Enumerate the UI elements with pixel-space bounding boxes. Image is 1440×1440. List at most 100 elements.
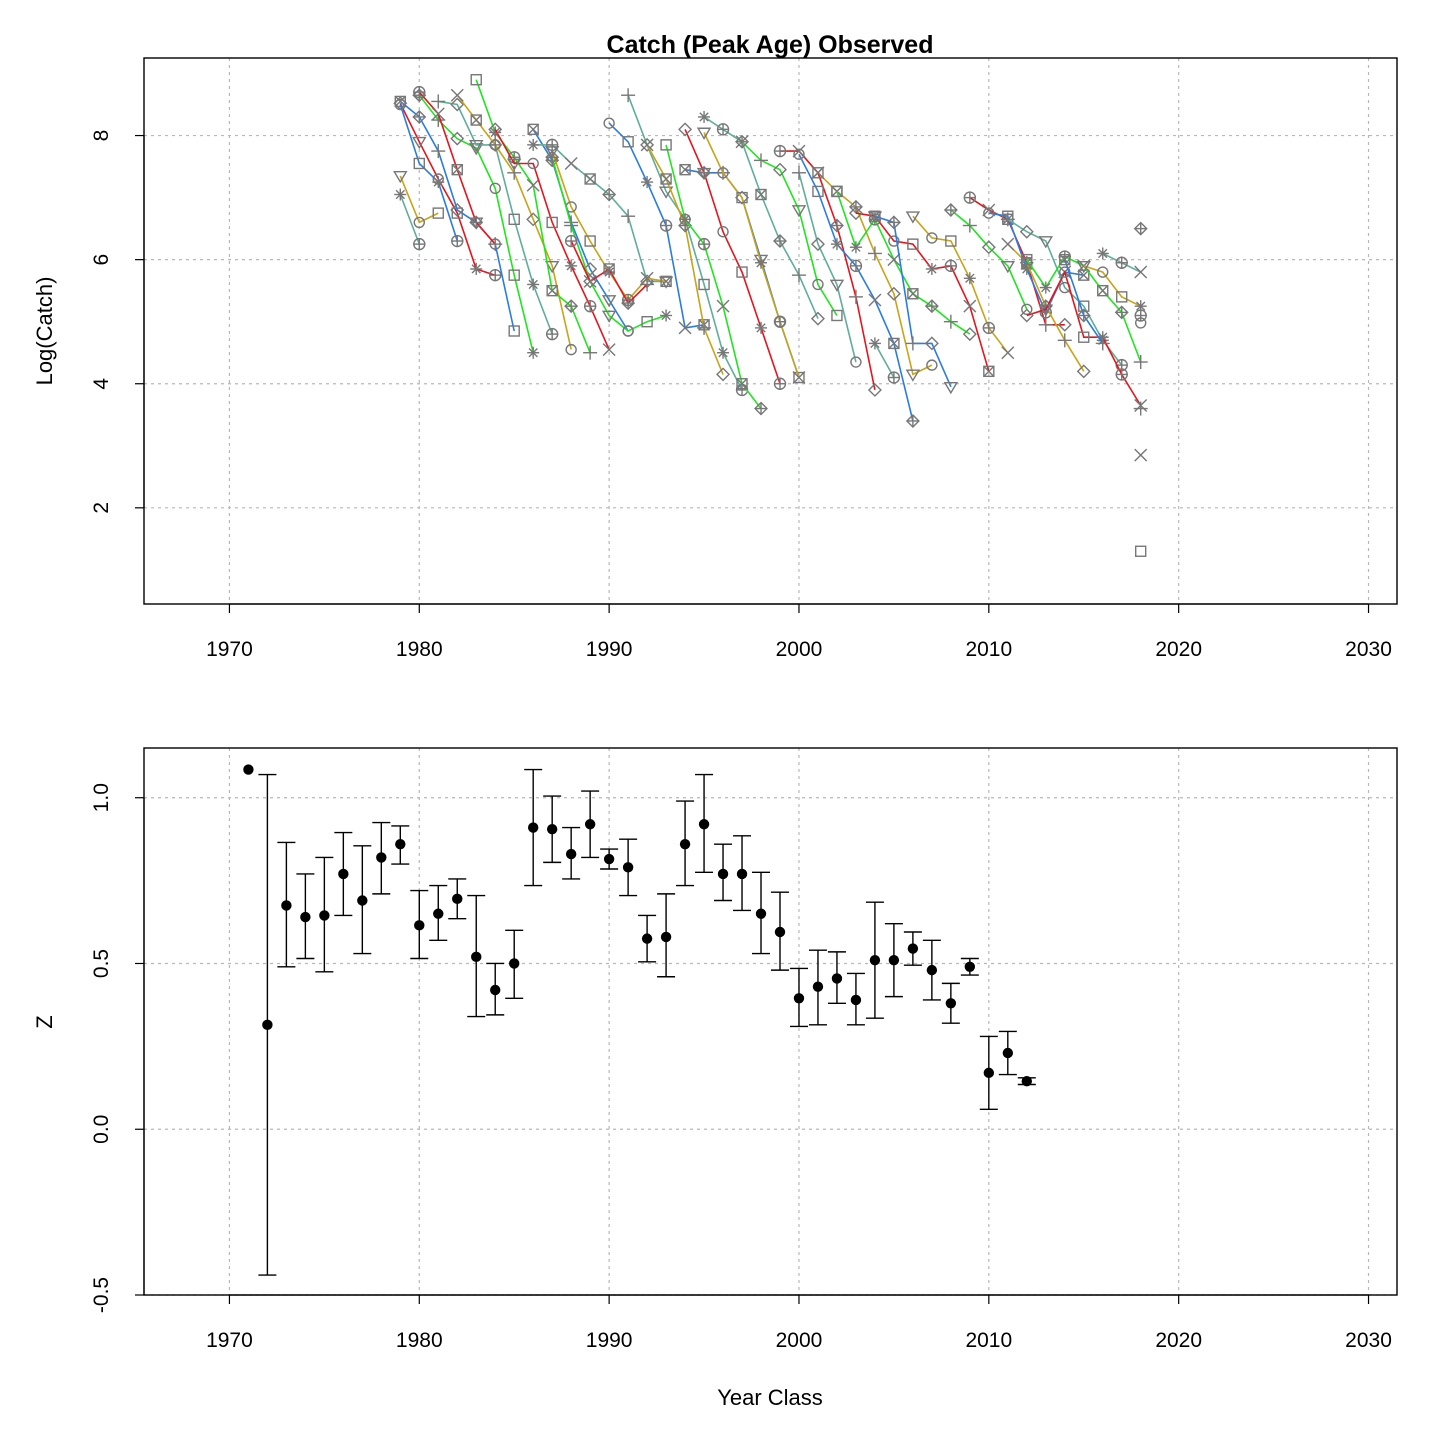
data-point <box>660 173 672 185</box>
z-point <box>979 1035 998 1111</box>
data-point <box>583 345 598 360</box>
marker-part <box>829 279 845 292</box>
point-marker <box>433 908 444 919</box>
x-tick-label: 1980 <box>396 638 443 661</box>
data-point <box>982 321 996 335</box>
data-point <box>412 136 427 150</box>
data-point <box>660 139 672 151</box>
z-panel: Z Year Class 1970 1980 1990 2000 2010 2020 203… <box>32 747 1398 1410</box>
x-tick-label: 2020 <box>1155 1329 1202 1352</box>
data-point <box>1115 256 1128 269</box>
series-14 <box>545 150 673 337</box>
marker-part <box>717 167 729 179</box>
marker-part <box>1059 253 1071 266</box>
data-point <box>907 288 919 300</box>
z-point <box>903 931 922 966</box>
point-marker <box>319 910 330 921</box>
z-point <box>960 957 979 976</box>
data-point <box>584 235 596 247</box>
z-point <box>846 972 865 1026</box>
z-point <box>808 949 827 1026</box>
data-point <box>962 218 977 233</box>
data-point <box>1133 355 1148 370</box>
data-point <box>1115 368 1128 381</box>
data-point <box>546 216 558 229</box>
marker-part <box>622 325 634 337</box>
data-point <box>602 187 617 202</box>
marker-part <box>603 117 615 129</box>
marker-part <box>1059 254 1071 266</box>
series-38 <box>1001 237 1091 379</box>
series-11 <box>527 123 634 337</box>
point-marker <box>395 838 406 850</box>
series-15 <box>564 234 655 311</box>
marker-part <box>848 206 863 221</box>
series-line <box>475 79 591 354</box>
series-31 <box>869 210 959 395</box>
data-point <box>508 325 520 337</box>
data-point <box>886 286 901 301</box>
x-tick-label: 2030 <box>1345 1329 1392 1352</box>
marker-part <box>527 157 539 170</box>
point-marker <box>812 981 824 992</box>
data-point <box>755 188 767 201</box>
point-marker <box>490 984 501 996</box>
data-point <box>678 321 692 335</box>
data-point <box>584 173 596 185</box>
data-point <box>698 278 710 291</box>
data-point <box>831 185 843 198</box>
data-point <box>603 117 615 129</box>
data-point <box>943 381 959 395</box>
marker-part <box>1116 291 1128 303</box>
data-point <box>470 262 483 275</box>
data-point <box>1134 309 1147 322</box>
point-marker <box>584 819 596 830</box>
data-point <box>622 136 634 148</box>
data-point <box>1021 253 1033 266</box>
marker-part <box>905 369 921 382</box>
point-marker <box>926 964 938 976</box>
data-point <box>905 413 920 428</box>
data-point <box>431 94 446 109</box>
series-9 <box>470 74 598 360</box>
marker-part <box>431 107 445 121</box>
z-point <box>429 884 448 941</box>
marker-part <box>812 167 824 179</box>
marker-part <box>851 242 861 252</box>
marker-part <box>1021 303 1033 315</box>
data-point <box>1057 333 1072 348</box>
data-point <box>812 278 824 291</box>
data-point <box>791 205 807 218</box>
marker-part <box>658 276 674 289</box>
data-point <box>506 158 522 171</box>
data-point <box>469 215 484 230</box>
point-marker <box>831 973 843 984</box>
data-point <box>412 109 427 124</box>
series-line <box>950 209 1028 310</box>
marker-part <box>867 382 882 397</box>
data-point <box>697 237 711 251</box>
data-point <box>527 157 539 170</box>
series-line <box>798 172 857 363</box>
data-point <box>1134 265 1148 279</box>
data-point <box>848 289 863 304</box>
marker-part <box>907 238 919 250</box>
data-point <box>564 299 579 314</box>
x-tick-label: 1970 <box>206 1329 253 1352</box>
data-point <box>583 274 597 288</box>
marker-part <box>471 264 481 274</box>
z-point <box>410 889 429 960</box>
z-point <box>789 967 808 1028</box>
marker-part <box>962 327 977 342</box>
grid <box>144 748 1397 1296</box>
data-point <box>888 235 900 247</box>
marker-part <box>869 210 881 222</box>
series-12 <box>527 138 674 289</box>
point-marker <box>452 893 463 905</box>
series-49 <box>1135 545 1147 557</box>
data-point <box>925 262 938 275</box>
z-point <box>733 835 752 912</box>
z-point <box>695 773 714 874</box>
marker-part <box>546 216 558 229</box>
